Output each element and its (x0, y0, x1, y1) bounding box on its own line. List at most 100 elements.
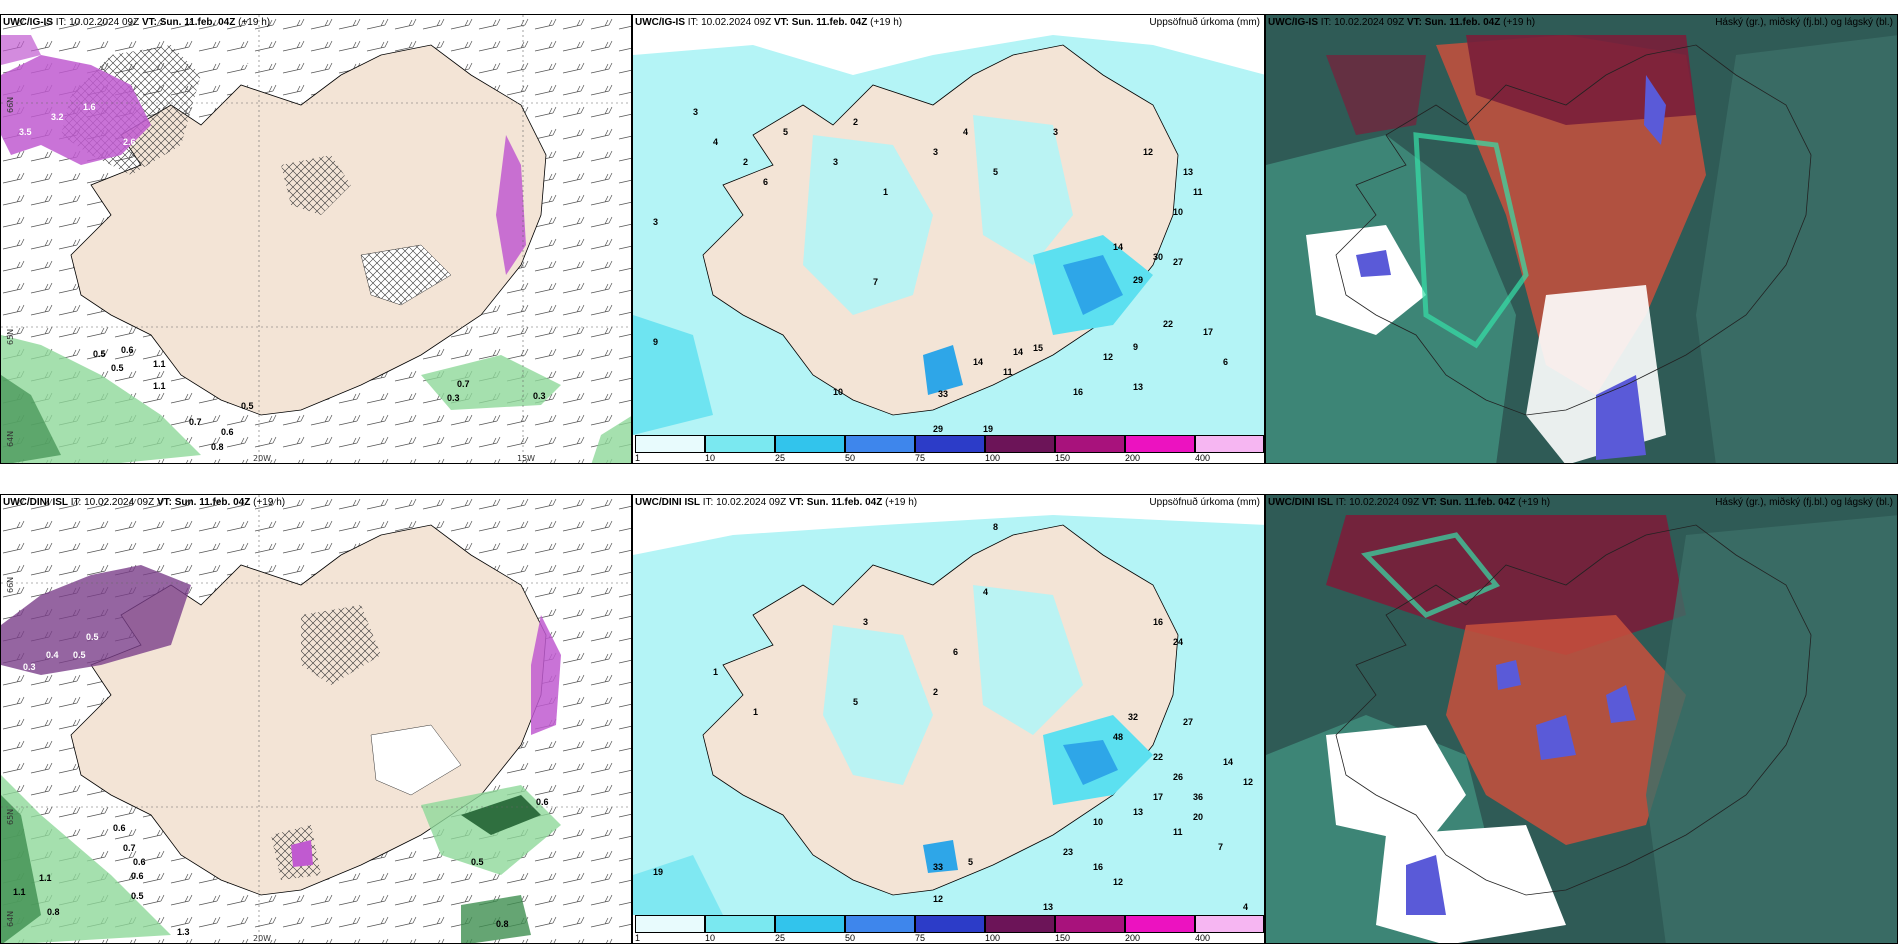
value-label: 10 (1093, 817, 1103, 827)
iceland-outline (1335, 524, 1812, 896)
value-label: 2 (743, 157, 748, 167)
colorbar-swatch (845, 435, 915, 453)
cloud-map (1266, 15, 1897, 463)
value-label: 27 (1173, 257, 1183, 267)
value-label: 6 (1223, 357, 1228, 367)
axis-label-65n: 65N (6, 329, 15, 345)
colorbar-tick: 1 (635, 933, 641, 943)
colorbar-swatch (1125, 435, 1195, 453)
model-name: UWC/DINI ISL (635, 497, 700, 508)
lead-time: (+19 h) (885, 497, 918, 508)
value-label: 13 (1183, 167, 1193, 177)
value-label: 0.6 (113, 823, 126, 833)
snow-area-nw (1, 55, 151, 165)
colorbar-swatch (915, 915, 985, 933)
value-label: 11 (1193, 187, 1203, 197)
colorbar-swatch (915, 435, 985, 453)
value-label: 7 (873, 277, 878, 287)
weather-map: 66N 65N 64N 20W 15W 3.5 3.2 1.6 2.6 0.3 … (1, 15, 631, 463)
value-label: 3 (653, 217, 658, 227)
issue-time: 10.02.2024 09Z (701, 17, 772, 28)
panel-header: UWC/IG-IS IT: 10.02.2024 09Z VT: Sun. 11… (1268, 17, 1535, 29)
panel-header: UWC/IG-IS IT: 10.02.2024 09Z VT: Sun. 11… (635, 17, 902, 29)
value-label: 4 (1243, 902, 1248, 912)
value-label: 2 (933, 687, 938, 697)
panel-header: UWC/IG-IS IT: 10.02.2024 09Z VT: Sun. 11… (3, 17, 270, 29)
precip-map: 8 1 3 5 6 4 2 1 16 24 32 48 27 22 26 36 … (633, 495, 1264, 915)
valid-time: Sun. 11.feb. 04Z (1424, 17, 1501, 28)
value-label: 33 (933, 862, 943, 872)
value-label: 0.6 (536, 797, 549, 807)
precip-values: 8 1 3 5 6 4 2 1 16 24 32 48 27 22 26 36 … (653, 522, 1253, 912)
value-label: 0.6 (121, 345, 134, 355)
value-label: 2 (853, 117, 858, 127)
value-label: 14 (1113, 242, 1123, 252)
colorbar-swatch (705, 435, 775, 453)
iceland-outline (1335, 44, 1812, 416)
value-label: 1.1 (39, 873, 52, 883)
value-labels-dark: 0.5 0.6 0.5 1.1 0.5 0.7 0.6 0.8 0.3 0.7 … (93, 345, 546, 452)
colorbar-tick: 10 (705, 453, 716, 463)
valid-time: Sun. 11.feb. 04Z (1439, 497, 1516, 508)
value-label: 2.6 (123, 137, 136, 147)
value-label: 27 (1183, 717, 1193, 727)
precip-panel-igis: 3 4 2 5 6 3 2 1 3 4 5 3 12 13 11 10 14 3… (632, 14, 1265, 464)
value-label: 0.5 (73, 650, 86, 660)
issue-time: 10.02.2024 09Z (69, 17, 140, 28)
snow-area-nw (1, 565, 191, 675)
value-label: 5 (853, 697, 858, 707)
value-label: 11 (1003, 367, 1013, 377)
model-name: UWC/IG-IS (3, 17, 53, 28)
colorbar-tick: 75 (915, 933, 926, 943)
lead-time: (+19 h) (1503, 17, 1536, 28)
value-label: 1 (883, 187, 888, 197)
colorbar-swatch (635, 915, 705, 933)
value-label: 16 (1093, 862, 1103, 872)
value-label: 12 (933, 894, 943, 904)
it-label: IT: (702, 497, 714, 508)
value-label: 32 (1128, 712, 1138, 722)
colorbar-tick: 25 (775, 933, 786, 943)
colorbar-tick: 50 (845, 933, 856, 943)
it-label: IT: (687, 17, 699, 28)
model-name: UWC/DINI ISL (3, 497, 68, 508)
issue-time: 10.02.2024 09Z (1334, 17, 1405, 28)
value-label: 0.5 (86, 632, 99, 642)
model-name: UWC/IG-IS (1268, 17, 1318, 28)
value-label: 14 (1013, 347, 1023, 357)
panel-title: Uppsöfnuð úrkoma (mm) (1149, 497, 1260, 508)
value-label: 3.2 (51, 112, 64, 122)
colorbar-tick: 200 (1125, 453, 1141, 463)
value-label: 14 (1223, 757, 1233, 767)
axis-label-64n: 64N (6, 911, 15, 927)
colorbar-swatch (1055, 915, 1125, 933)
colorbar-tick: 75 (915, 453, 926, 463)
lead-time: (+19 h) (253, 497, 286, 508)
value-label: 1.3 (177, 927, 190, 937)
colorbar-swatch (1055, 435, 1125, 453)
value-label: 33 (938, 389, 948, 399)
value-label: 36 (1193, 792, 1203, 802)
it-label: IT: (1320, 17, 1332, 28)
value-label: 48 (1113, 732, 1123, 742)
value-label: 5 (993, 167, 998, 177)
lead-time: (+19 h) (870, 17, 903, 28)
value-label: 0.8 (47, 907, 60, 917)
value-label: 3.5 (19, 127, 32, 137)
value-label: 12 (1143, 147, 1153, 157)
colorbar-tick: 50 (845, 453, 856, 463)
value-label: 0.7 (123, 843, 136, 853)
weather-panel-igis: 66N 65N 64N 20W 15W 3.5 3.2 1.6 2.6 0.3 … (0, 14, 632, 464)
value-label: 29 (933, 424, 943, 434)
colorbar: 1 10 25 50 75 100 150 200 400 (635, 435, 1264, 463)
value-label: 17 (1203, 327, 1213, 337)
colorbar-swatch (775, 915, 845, 933)
value-label: 24 (1173, 637, 1183, 647)
cloud-map (1266, 495, 1897, 943)
value-label: 30 (1153, 252, 1163, 262)
it-label: IT: (70, 497, 82, 508)
value-label: 1.6 (83, 102, 96, 112)
value-label: 12 (1103, 352, 1113, 362)
value-label: 0.3 (23, 662, 36, 672)
lead-time: (+19 h) (1518, 497, 1551, 508)
